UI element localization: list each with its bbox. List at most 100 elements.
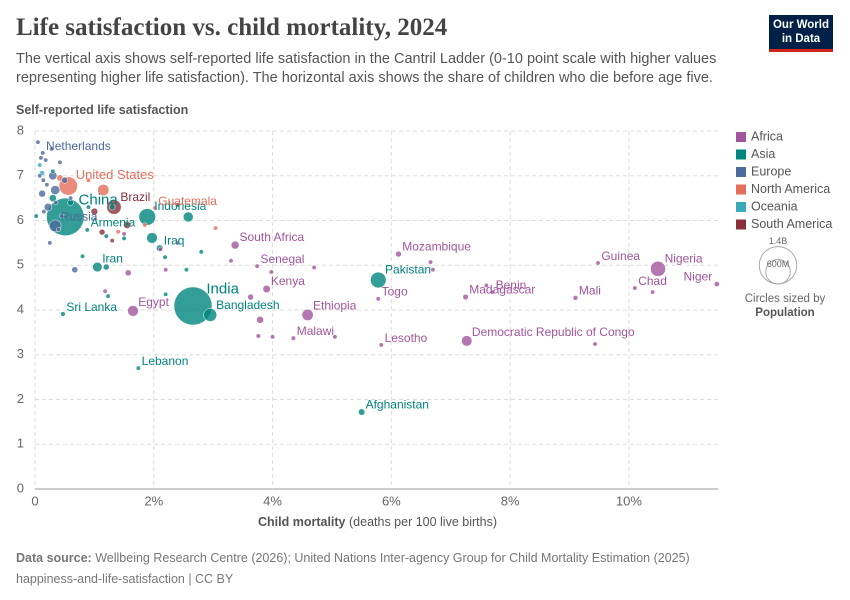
legend-swatch xyxy=(736,219,746,230)
bubble xyxy=(332,334,338,340)
bubble xyxy=(138,208,156,226)
legend-swatch xyxy=(736,184,746,195)
point-label: Armenia xyxy=(91,216,136,230)
bubble xyxy=(183,267,189,273)
bubble xyxy=(483,282,489,288)
bubble xyxy=(213,225,218,231)
bubble xyxy=(489,289,495,295)
legend-label: Africa xyxy=(751,129,783,143)
point-label: Ethiopia xyxy=(313,299,357,313)
bubble xyxy=(35,139,41,145)
point-label: Mozambique xyxy=(402,239,471,253)
bubble xyxy=(632,285,638,291)
point-label: Lebanon xyxy=(142,354,189,368)
y-axis-label: Self-reported life satisfaction xyxy=(16,103,189,117)
bubble xyxy=(53,200,59,206)
y-tick-label: 4 xyxy=(17,301,24,316)
bubble xyxy=(163,291,169,297)
bubble xyxy=(595,260,601,266)
bubble xyxy=(650,260,666,277)
bubble xyxy=(173,286,213,326)
bubble xyxy=(256,316,264,324)
bubble xyxy=(48,194,57,202)
bubble xyxy=(84,227,90,233)
point-label: Benin xyxy=(496,278,527,292)
x-tick-label: 6% xyxy=(382,493,401,508)
legend-label: South America xyxy=(751,217,832,231)
y-tick-label: 6 xyxy=(17,212,24,227)
size-legend-label: 1.4B xyxy=(769,236,788,246)
y-tick-label: 7 xyxy=(17,167,24,182)
point-label: Togo xyxy=(382,285,408,299)
x-tick-label: 8% xyxy=(501,493,520,508)
bubble xyxy=(86,177,91,183)
legend-label: Asia xyxy=(751,147,775,161)
bubble xyxy=(108,203,116,211)
logo[interactable]: Our World in Data xyxy=(769,15,833,52)
bubble xyxy=(254,263,260,269)
bubble xyxy=(37,162,43,168)
bubble xyxy=(121,235,127,241)
bubble xyxy=(378,342,384,348)
bubble xyxy=(49,146,55,152)
y-tick-label: 3 xyxy=(17,346,24,361)
size-legend-title: Circles sized by xyxy=(745,293,826,305)
bubble xyxy=(162,254,168,260)
bubble xyxy=(44,182,50,188)
legend-swatch xyxy=(736,149,746,160)
logo-line: Our World xyxy=(772,19,829,31)
bubble xyxy=(92,262,103,273)
legend-label: Europe xyxy=(751,164,791,178)
x-axis-label-main: Child mortality xyxy=(258,515,346,529)
footer: Data source: Wellbeing Research Centre (… xyxy=(16,548,690,590)
bubble xyxy=(37,173,43,179)
x-tick-label: 0 xyxy=(31,493,38,508)
point-label: Guinea xyxy=(601,249,640,263)
point-label: Pakistan xyxy=(385,262,431,276)
bubble xyxy=(358,408,366,416)
bubble xyxy=(262,284,271,293)
bubble xyxy=(175,240,180,246)
bubble xyxy=(40,177,46,183)
point-label: Guatemala xyxy=(158,194,217,208)
bubble xyxy=(268,269,274,275)
size-legend-circle xyxy=(765,259,791,285)
bubble xyxy=(247,293,254,301)
point-label: Malawi xyxy=(297,324,334,338)
source: Wellbeing Research Centre (2026); United… xyxy=(95,551,690,565)
bubble xyxy=(124,269,132,277)
bubble xyxy=(270,334,276,340)
bubble xyxy=(142,222,148,228)
bubble xyxy=(572,295,579,301)
point-label: Indonesia xyxy=(154,199,206,213)
bubble xyxy=(71,266,79,274)
bubble xyxy=(97,184,110,197)
bubble xyxy=(115,229,121,235)
bubble xyxy=(61,176,69,184)
bubble xyxy=(175,202,180,208)
bubble xyxy=(98,228,106,236)
bubble xyxy=(102,288,108,294)
point-label: Brazil xyxy=(120,190,150,204)
bubble xyxy=(57,159,63,165)
bubble xyxy=(462,293,469,301)
x-tick-label: 2% xyxy=(144,493,163,508)
bubble xyxy=(290,335,296,341)
point-label: Chad xyxy=(638,274,667,288)
point-label: Mali xyxy=(579,284,601,298)
source-label: Data source: xyxy=(16,551,92,565)
x-axis-label: Child mortality (deaths per 100 live bir… xyxy=(0,515,755,529)
point-label: Nigeria xyxy=(665,251,703,265)
bubble xyxy=(68,195,74,201)
bubble xyxy=(375,296,381,302)
legend-swatch xyxy=(736,132,746,142)
slug: happiness-and-life-satisfaction | CC BY xyxy=(16,572,234,586)
bubble xyxy=(105,293,111,299)
bubble xyxy=(50,185,61,195)
bubble xyxy=(80,253,85,259)
bubble xyxy=(461,335,473,347)
point-label: Iraq xyxy=(164,233,185,247)
y-tick-label: 1 xyxy=(17,436,24,451)
point-label: Egypt xyxy=(138,295,169,309)
